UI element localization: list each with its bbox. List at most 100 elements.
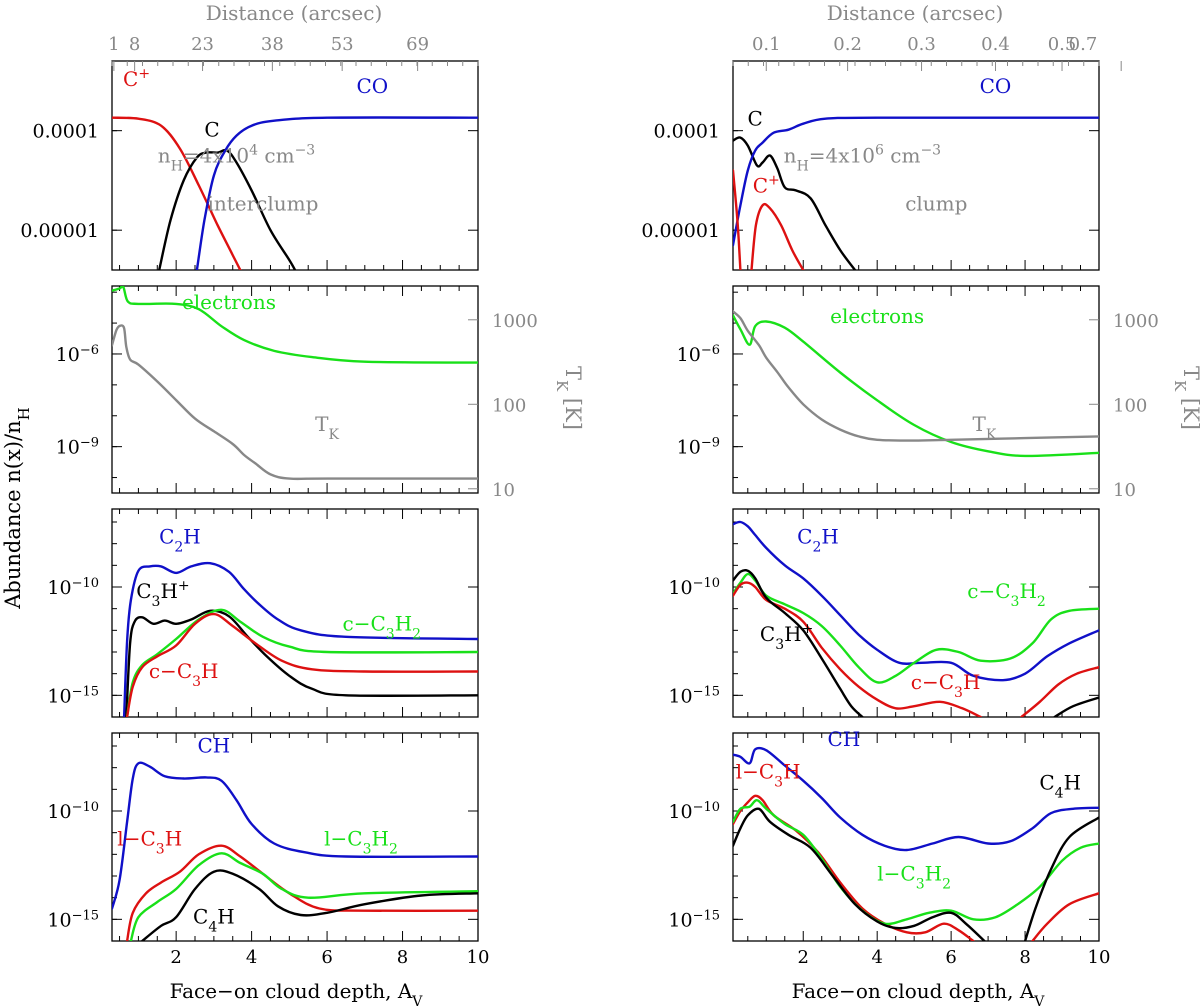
series-c-c3h2	[125, 608, 478, 717]
y-tick-label: 10−15	[47, 908, 99, 932]
label-co: CO	[356, 74, 388, 98]
top-tick-label: 0.1	[752, 34, 781, 55]
top-tick-label: 53	[331, 34, 354, 55]
y-tick-label: 10−10	[668, 576, 720, 600]
label-c2h: C2H	[159, 525, 201, 556]
axes-frame	[111, 732, 479, 942]
axes-frame	[111, 508, 479, 718]
label-cc3h2: c−C3H2	[967, 579, 1046, 610]
curves	[122, 561, 478, 717]
label-electrons: electrons	[830, 304, 924, 328]
top-tick-label: 23	[191, 34, 214, 55]
label-nh: nH=4x106 cm−3	[784, 143, 941, 175]
curves	[733, 746, 1099, 941]
top-tick-label: 0.7	[1069, 34, 1098, 55]
series-l-c3h	[125, 844, 478, 941]
tk-tick-label: 10	[1113, 480, 1136, 501]
axes-frame	[732, 732, 1100, 942]
x-tick-label: 4	[871, 947, 882, 968]
top-axis-label-right: Distance (arcsec)	[827, 1, 1004, 25]
panel-right-top: 0.1 0.2 0.3 0.4 0.50.7 0.0001 0.00001 CO C C+nH=4…	[641, 34, 1122, 271]
y-tick-label: 10−15	[47, 684, 99, 708]
series-l-c3h	[733, 794, 975, 941]
label-nh: nH=4x104 cm−3	[158, 143, 315, 175]
y-tick-label: 0.00001	[641, 220, 720, 242]
x-tick-label: 8	[397, 947, 408, 968]
y-tick-label: 10−9	[677, 435, 720, 459]
series-c4h	[141, 869, 478, 941]
tk-tick-label: 1000	[492, 311, 538, 332]
top-tick-label: 0.4	[981, 34, 1010, 55]
y-tick-label: 10−10	[668, 800, 720, 824]
label-ch: CH	[828, 727, 861, 751]
series-l-c3h2	[129, 852, 478, 941]
tk-tick-label: 10	[492, 480, 515, 501]
series-c2h	[122, 561, 478, 717]
x-tick-label: 2	[170, 947, 181, 968]
label-c: C	[748, 107, 763, 131]
x-tick-label: 10	[467, 947, 490, 968]
panel-right-c3: 10−10 10−15 C2H c−C3H2 C3H+ c−C3H	[668, 508, 1100, 718]
series-c4h	[733, 807, 986, 941]
x-tick-label: 8	[1019, 947, 1030, 968]
curves	[112, 761, 478, 941]
label-c2h: C2H	[797, 525, 839, 556]
label-c_plus: C+	[123, 66, 150, 91]
y-tick-label: 10−10	[47, 576, 99, 600]
curves	[733, 310, 1099, 458]
y-tick-label: 0.0001	[654, 121, 720, 143]
top-tick-label: 1	[108, 34, 119, 55]
panel-left-top: 1 8 23 38 53 69 0.0001 0.00001 C+ CO CnH=4x104 cm−…	[20, 34, 479, 271]
label-cc3h: c−C3H	[911, 670, 981, 701]
label-c3hplus: C3H+	[760, 621, 813, 653]
label-region: interclump	[207, 191, 318, 215]
curves	[112, 286, 478, 481]
label-lc3h2: l−C3H2	[324, 827, 398, 858]
tk-tick-label: 100	[1113, 395, 1147, 416]
label-lc3h: l−C3H	[117, 827, 182, 858]
top-tick-label: 0.5	[1048, 34, 1077, 55]
label-c4h: C4H	[1039, 770, 1081, 801]
y-axis-label: Abundance n(x)/nH	[1, 407, 33, 609]
axes-frame	[732, 508, 1100, 718]
y-tick-label: 10−6	[677, 342, 720, 366]
curves	[112, 116, 478, 270]
label-region: clump	[905, 191, 967, 215]
series-c-c3h	[733, 581, 982, 717]
panel-left-c4: 2 4 6 8 10 10−10 10−15 CH l−C3H l−C3H2 C4H	[47, 732, 490, 968]
label-cc3h: c−C3H	[149, 659, 219, 690]
series-l-c3h2	[733, 799, 1099, 926]
tk-axis-label-right: TK [K]	[1171, 366, 1200, 430]
series-t-k	[112, 324, 478, 481]
label-c: C	[204, 118, 219, 142]
series-c3h-b-	[1053, 696, 1099, 717]
series-c-c3h-b-	[1020, 666, 1099, 717]
x-tick-label: 6	[321, 947, 332, 968]
x-axis-label-left: Face−on cloud depth, AV	[170, 979, 424, 1007]
curves	[733, 520, 1099, 717]
series-c	[158, 148, 297, 270]
label-ch: CH	[198, 734, 231, 758]
x-tick-label: 4	[246, 947, 257, 968]
label-c3hplus: C3H+	[136, 578, 189, 610]
series-c-c3h	[125, 612, 478, 717]
series-ch	[112, 761, 478, 910]
tk-tick-label: 1000	[1113, 311, 1159, 332]
tk-axis-label-left: TK [K]	[553, 366, 585, 430]
x-tick-label: 6	[945, 947, 956, 968]
top-tick-label: 69	[406, 34, 429, 55]
label-c4h: C4H	[193, 905, 235, 936]
series-electrons	[733, 314, 1099, 458]
panel-right-c4: 2 4 6 8 10 10−10 10−15 CH l−C3H C4H l−C3H2	[668, 727, 1110, 968]
label-c_plus: C+	[753, 172, 780, 197]
label-lc3h2: l−C3H2	[877, 861, 951, 892]
series-c2h	[733, 520, 1099, 682]
series-ch	[733, 746, 1099, 852]
top-axis-label-left: Distance (arcsec)	[206, 1, 383, 25]
series-c-b-	[750, 202, 805, 270]
series-c3h-	[733, 569, 864, 717]
series-co	[733, 116, 1099, 247]
y-tick-label: 10−10	[47, 800, 99, 824]
y-tick-label: 0.00001	[20, 220, 99, 242]
